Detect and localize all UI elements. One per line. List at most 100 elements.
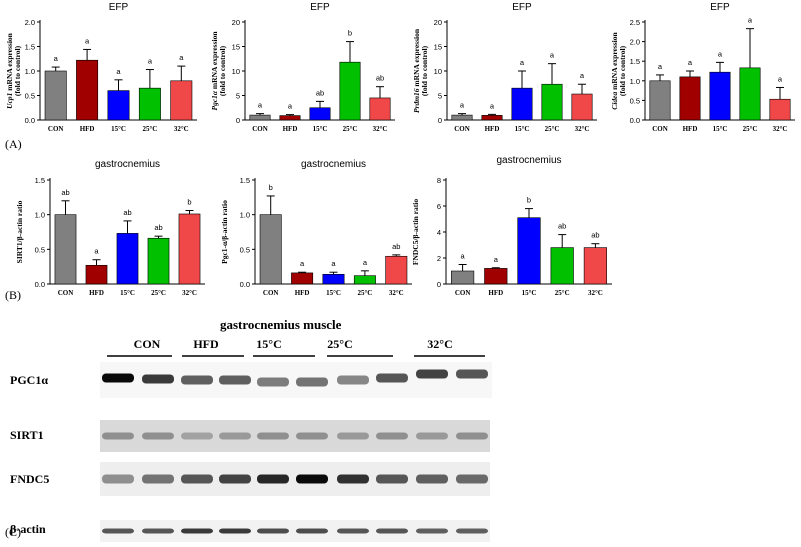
bar bbox=[339, 61, 361, 121]
bar bbox=[451, 270, 475, 285]
y-axis-label: FNDC5/β-actin ratio bbox=[411, 199, 420, 265]
blot-band bbox=[257, 432, 289, 440]
bar bbox=[54, 214, 77, 285]
blot-band bbox=[181, 432, 213, 440]
x-tick-label: 15°C bbox=[713, 125, 728, 133]
significance-letter: a bbox=[363, 258, 368, 267]
y-axis-label: Pgc1-α/β-actin ratio bbox=[220, 200, 229, 264]
blot-band bbox=[142, 474, 174, 484]
x-tick-label: 25°C bbox=[357, 289, 372, 297]
significance-letter: a bbox=[461, 252, 466, 261]
y-tick-label: 2.5 bbox=[630, 18, 640, 27]
y-tick-label: 20 bbox=[232, 18, 240, 27]
y-axis-label: Pgc1α mRNA expression bbox=[210, 31, 219, 111]
y-tick-label: 0.0 bbox=[630, 116, 640, 125]
y-tick-label: 1.0 bbox=[25, 67, 35, 76]
y-axis-label: Ucp1 mRNA expression bbox=[5, 32, 14, 109]
x-tick-label: 32°C bbox=[588, 289, 603, 297]
x-tick-label: 32°C bbox=[773, 125, 788, 133]
blot-protein-label: SIRT1 bbox=[10, 428, 44, 442]
significance-letter: a bbox=[94, 247, 99, 256]
y-tick-label: 5 bbox=[438, 92, 442, 101]
significance-letter: b bbox=[187, 198, 191, 207]
blot-band bbox=[337, 432, 369, 440]
significance-letter: a bbox=[494, 255, 499, 264]
significance-letter: a bbox=[718, 49, 723, 58]
blot-group-label: 25°C bbox=[327, 337, 352, 351]
chart-title: gastrocnemius bbox=[95, 159, 160, 170]
significance-letter: a bbox=[288, 102, 293, 111]
y-axis-label-rest: mRNA expression bbox=[5, 32, 14, 92]
x-tick-label: CON bbox=[58, 289, 74, 297]
significance-letter: ab bbox=[392, 242, 400, 251]
significance-letter: a bbox=[54, 54, 59, 63]
blot-band bbox=[296, 377, 328, 387]
blot-band bbox=[219, 375, 251, 385]
significance-letter: ab bbox=[316, 88, 324, 97]
x-tick-label: 32°C bbox=[575, 125, 590, 133]
blot-band bbox=[257, 474, 289, 484]
y-tick-label: 0 bbox=[438, 116, 442, 125]
blot-protein-label: FNDC5 bbox=[10, 472, 49, 486]
blot-band bbox=[337, 474, 369, 484]
chart-title: EFP bbox=[512, 2, 532, 13]
y-tick-label: 5 bbox=[236, 92, 240, 101]
significance-letter: b bbox=[348, 29, 352, 38]
bar bbox=[249, 114, 271, 121]
y-axis-label-2: (fold to control) bbox=[13, 45, 22, 96]
blot-title: gastrocnemius muscle bbox=[220, 317, 342, 332]
y-axis-label-2: (fold to control) bbox=[218, 45, 227, 96]
bar bbox=[259, 214, 282, 285]
y-tick-label: 15 bbox=[232, 43, 240, 52]
bar bbox=[550, 247, 574, 285]
blot-band bbox=[416, 474, 448, 484]
y-tick-label: 1.0 bbox=[35, 211, 45, 220]
y-axis-label-rest: mRNA expression bbox=[210, 31, 219, 91]
y-tick-label: 0.0 bbox=[240, 280, 250, 289]
blot-band bbox=[296, 432, 328, 440]
blot-protein-label: PGC1α bbox=[10, 373, 48, 387]
bar bbox=[481, 115, 503, 121]
y-tick-label: 1.5 bbox=[630, 57, 640, 66]
significance-letter: a bbox=[85, 36, 90, 45]
blot-band bbox=[142, 432, 174, 440]
x-tick-label: 25°C bbox=[142, 125, 157, 133]
bar bbox=[44, 70, 67, 121]
significance-letter: ab bbox=[591, 231, 599, 240]
y-tick-label: 1.5 bbox=[25, 43, 35, 52]
x-tick-label: CON bbox=[48, 125, 64, 133]
y-axis-label-2: (fold to control) bbox=[420, 45, 429, 96]
x-tick-label: CON bbox=[454, 125, 470, 133]
x-tick-label: 15°C bbox=[326, 289, 341, 297]
blot-band bbox=[456, 369, 488, 379]
significance-letter: a bbox=[300, 259, 305, 268]
x-tick-label: 25°C bbox=[151, 289, 166, 297]
blot-band bbox=[102, 373, 134, 383]
x-tick-label: 32°C bbox=[182, 289, 197, 297]
blot-band bbox=[416, 432, 448, 440]
y-tick-label: 1.0 bbox=[240, 211, 250, 220]
bar bbox=[138, 87, 161, 121]
panel-label-b: (B) bbox=[5, 288, 21, 302]
bar bbox=[385, 255, 408, 285]
x-tick-label: HFD bbox=[488, 289, 503, 297]
blot-band bbox=[219, 432, 251, 440]
significance-letter: a bbox=[748, 16, 753, 25]
blot-group-label: 15°C bbox=[256, 337, 281, 351]
y-axis-label: Cidea mRNA expression bbox=[610, 31, 619, 109]
blot-band bbox=[181, 528, 213, 534]
y-tick-label: 0.0 bbox=[25, 116, 35, 125]
significance-letter: a bbox=[580, 71, 585, 80]
x-tick-label: HFD bbox=[80, 125, 95, 133]
bar bbox=[649, 80, 671, 121]
x-tick-label: 25°C bbox=[545, 125, 560, 133]
bar bbox=[309, 107, 331, 121]
significance-letter: a bbox=[658, 62, 663, 71]
blot-band bbox=[219, 528, 251, 534]
x-tick-label: CON bbox=[252, 125, 268, 133]
x-tick-label: CON bbox=[455, 289, 471, 297]
x-tick-label: 25°C bbox=[555, 289, 570, 297]
x-tick-label: 15°C bbox=[522, 289, 537, 297]
significance-letter: a bbox=[778, 74, 783, 83]
